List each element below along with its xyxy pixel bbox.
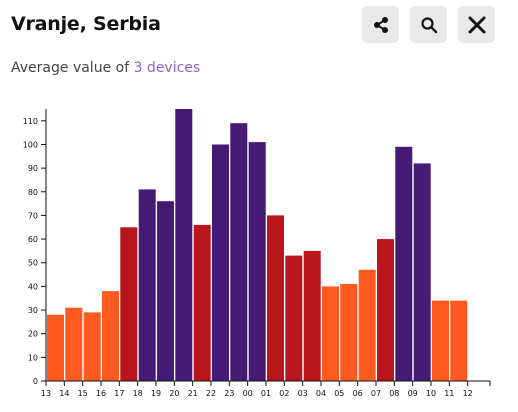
bar-10 <box>432 300 449 381</box>
y-tick-label: 110 <box>23 117 38 126</box>
search-button[interactable] <box>410 6 447 43</box>
x-tick-label: 03 <box>298 389 308 398</box>
page-title: Vranje, Serbia <box>11 13 161 35</box>
y-tick-label: 100 <box>23 140 38 149</box>
x-tick-label: 17 <box>114 389 124 398</box>
close-button[interactable] <box>458 6 495 43</box>
x-tick-label: 14 <box>59 389 69 398</box>
share-button[interactable] <box>362 6 399 43</box>
y-tick-label: 30 <box>28 306 38 315</box>
x-tick-label: 09 <box>408 389 418 398</box>
bar-05 <box>340 284 358 381</box>
x-tick-label: 04 <box>316 389 326 398</box>
y-tick-label: 50 <box>28 259 38 268</box>
bar-18 <box>138 189 156 381</box>
bar-17 <box>120 227 138 381</box>
y-tick-label: 80 <box>28 188 38 197</box>
x-tick-label: 05 <box>334 389 344 398</box>
x-tick-label: 23 <box>224 389 234 398</box>
bar-21 <box>193 224 211 381</box>
x-tick-label: 20 <box>169 389 179 398</box>
x-tick-label: 21 <box>188 389 198 398</box>
bar-07 <box>377 239 394 381</box>
bar-20 <box>175 109 193 381</box>
y-tick-label: 40 <box>28 282 38 291</box>
y-tick-label: 70 <box>28 211 38 220</box>
x-tick-label: 10 <box>426 389 436 398</box>
x-tick-label: 18 <box>133 389 143 398</box>
y-tick-label: 60 <box>28 235 38 244</box>
bar-00 <box>248 142 266 381</box>
search-icon <box>420 16 437 33</box>
x-tick-label: 19 <box>151 389 161 398</box>
x-tick-label: 02 <box>279 389 289 398</box>
bar-19 <box>157 201 174 381</box>
x-tick-label: 08 <box>389 389 399 398</box>
x-tick-label: 11 <box>444 389 454 398</box>
bar-03 <box>303 250 321 381</box>
x-tick-label: 00 <box>243 389 253 398</box>
bar-01 <box>267 215 284 381</box>
x-tick-label: 15 <box>78 389 88 398</box>
close-icon <box>468 16 485 33</box>
bar-02 <box>285 255 303 381</box>
x-tick-label: 06 <box>353 389 363 398</box>
bar-14 <box>65 307 83 381</box>
y-tick-label: 20 <box>28 330 38 339</box>
bar-13 <box>47 314 64 381</box>
x-tick-label: 01 <box>261 389 271 398</box>
bar-15 <box>83 312 101 381</box>
bar-06 <box>358 269 376 381</box>
bar-11 <box>450 300 468 381</box>
x-tick-label: 07 <box>371 389 381 398</box>
x-tick-label: 13 <box>41 389 51 398</box>
x-tick-label: 22 <box>206 389 216 398</box>
bar-04 <box>322 286 339 381</box>
bar-23 <box>230 123 248 381</box>
bar-16 <box>102 291 119 381</box>
subtitle-prefix: Average value of <box>11 60 134 76</box>
x-tick-label: 12 <box>463 389 473 398</box>
y-tick-label: 10 <box>28 353 38 362</box>
bar-08 <box>395 146 413 381</box>
bar-09 <box>413 163 431 381</box>
y-tick-label: 0 <box>33 377 38 386</box>
y-tick-label: 90 <box>28 164 38 173</box>
x-tick-label: 16 <box>96 389 106 398</box>
bar-22 <box>212 144 229 381</box>
share-icon <box>373 16 388 33</box>
devices-link[interactable]: 3 devices <box>133 60 201 76</box>
subtitle: Average value of 3 devices <box>11 60 200 76</box>
